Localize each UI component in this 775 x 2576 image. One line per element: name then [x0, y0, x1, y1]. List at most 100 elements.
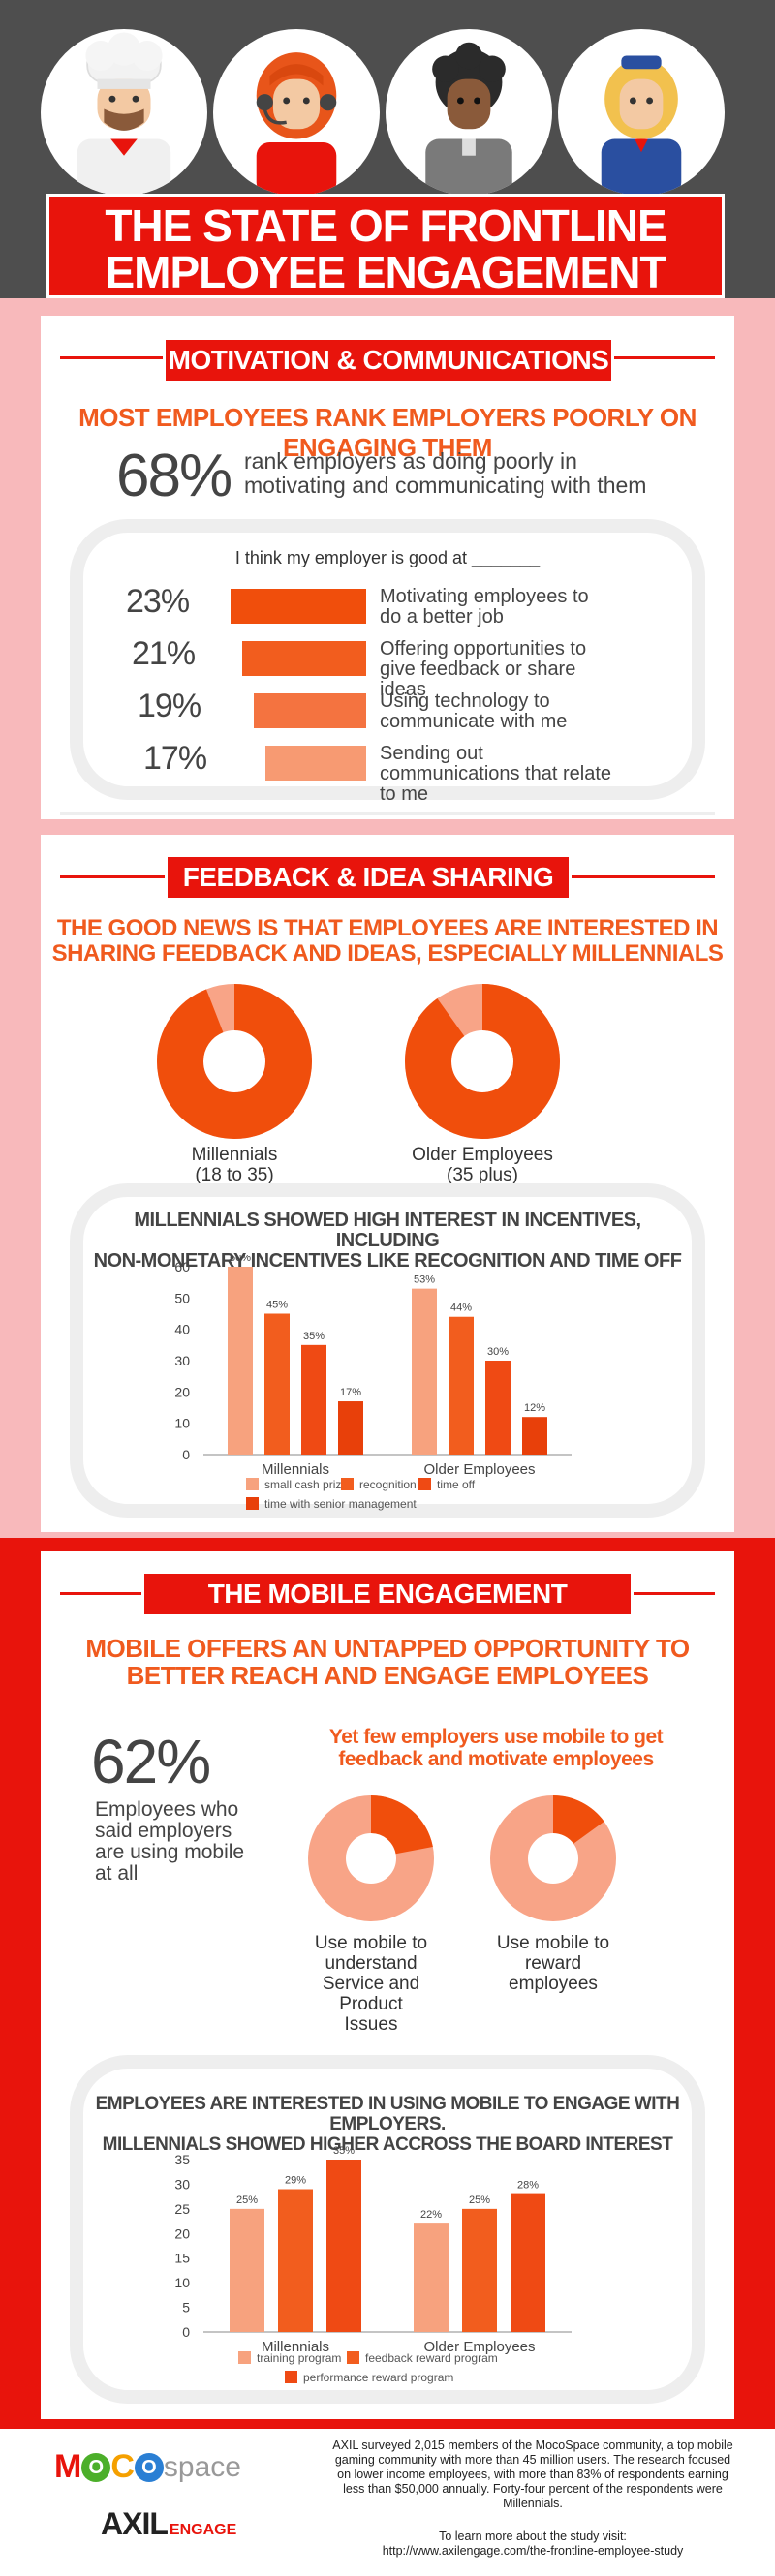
y-tick-label: 0 [182, 1447, 190, 1462]
chart-title-line-1: EMPLOYEES ARE INTERESTED IN USING MOBILE… [95, 2094, 680, 2134]
donut-caption: Older Employees (35 plus) [386, 1145, 579, 1185]
survey-panel: I think my employer is good at _______ 2… [70, 519, 705, 805]
headline-line-2: BETTER REACH AND ENGAGE EMPLOYEES [126, 1661, 649, 1690]
chart-title: EMPLOYEES ARE INTERESTED IN USING MOBILE… [83, 2094, 692, 2155]
bar [522, 1417, 547, 1455]
bar-data-label: 29% [285, 2175, 306, 2187]
footer: M O C O space AXIL ENGAGE AXIL surveyed … [0, 2429, 775, 2576]
y-tick-label: 5 [182, 2300, 190, 2315]
donut-caption: Millennials (18 to 35) [138, 1145, 331, 1185]
legend-swatch [418, 1478, 431, 1490]
survey-bar [254, 693, 366, 728]
y-tick-label: 10 [174, 2275, 190, 2290]
logo-axil: AXIL [101, 2506, 169, 2541]
bar [278, 2189, 313, 2332]
section-banner: MOTIVATION & COMMUNICATIONS [163, 337, 614, 383]
survey-prompt: I think my employer is good at _______ [234, 548, 541, 567]
chef-avatar-icon [41, 29, 207, 196]
donut-value-arc [157, 984, 312, 1139]
x-category-label: Millennials [262, 2339, 329, 2355]
bar [264, 1313, 290, 1455]
y-tick-label: 30 [174, 1353, 190, 1368]
survey-bar-label: Using technology to communicate with me [380, 690, 568, 732]
x-category-label: Older Employees [423, 2339, 535, 2355]
donut-value-arc [308, 1795, 434, 1921]
big-stat: 68% [116, 443, 232, 509]
chart-title-line-2: MILLENNIALS SHOWED HIGHER ACCROSS THE BO… [102, 2134, 673, 2155]
y-tick-label: 20 [174, 2225, 190, 2241]
y-tick-label: 50 [174, 1290, 190, 1305]
survey-bar-label: Motivating employees to do a better job [380, 586, 589, 628]
legend-label: performance reward program [303, 2371, 453, 2384]
bar [228, 1267, 253, 1455]
bar [449, 1316, 474, 1455]
bar [326, 2160, 361, 2332]
donut-value-arc [490, 1795, 616, 1921]
legend-swatch [246, 1478, 259, 1490]
mobile-usage-donut: 15% [490, 1795, 616, 1926]
y-tick-label: 25 [174, 2201, 190, 2217]
chart-title-line-1: MILLENNIALS SHOWED HIGH INTEREST IN INCE… [134, 1210, 641, 1251]
legend-label: training program [257, 2351, 341, 2365]
bar-data-label: 53% [414, 1274, 435, 1286]
section-headline: THE GOOD NEWS IS THAT EMPLOYEES ARE INTE… [41, 916, 734, 966]
bar-data-label: 35% [303, 1331, 325, 1342]
headline-line-1: MOBILE OFFERS AN UNTAPPED OPPORTUNITY TO [85, 1634, 690, 1663]
logo-letter-o1: O [81, 2452, 111, 2482]
bar-data-label: 28% [517, 2180, 539, 2192]
chart-title: MILLENNIALS SHOWED HIGH INTEREST IN INCE… [83, 1211, 692, 1272]
bar [462, 2208, 497, 2332]
headline-line-2: SHARING FEEDBACK AND IDEAS, ESPECIALLY M… [51, 940, 724, 966]
section-banner-text: MOTIVATION & COMMUNICATIONS [168, 345, 609, 375]
y-tick-label: 10 [174, 1416, 190, 1431]
bar-data-label: 30% [487, 1346, 509, 1358]
bar-data-label: 35% [333, 2145, 355, 2157]
donut-percent-label: 22% [352, 1848, 389, 1869]
banner-divider-left [60, 356, 186, 359]
x-category-label: Millennials [262, 1461, 329, 1478]
support-agent-avatar-icon [213, 29, 380, 196]
survey-bar-percent: 17% [143, 740, 207, 777]
section-banner: THE MOBILE ENGAGEMENT OPPORTUNITY [141, 1571, 634, 1649]
bar [414, 2223, 449, 2332]
section-panel: FEEDBACK & IDEA SHARING THE GOOD NEWS IS… [41, 835, 734, 1532]
section-panel: MOTIVATION & COMMUNICATIONS MOST EMPLOYE… [41, 316, 734, 819]
banner-divider-right [589, 356, 715, 359]
big-stat-text: rank employers as doing poorly in motiva… [244, 448, 647, 498]
page-title: THE STATE OF FRONTLINE EMPLOYEE ENGAGEME… [46, 194, 725, 342]
survey-bar [230, 589, 366, 624]
bar-data-label: 25% [469, 2194, 490, 2206]
survey-bar-label: Sending out communications that relate t… [380, 743, 612, 805]
interest-donut: 94% [157, 984, 312, 1144]
bar [412, 1288, 437, 1455]
survey-bar-row: 17% Sending out communications that relat… [83, 740, 692, 805]
interest-donut: 90% [405, 984, 560, 1144]
bar-data-label: 25% [236, 2194, 258, 2206]
bar-data-label: 17% [340, 1387, 361, 1398]
y-tick-label: 60 [174, 1259, 190, 1274]
chart-title-line-2: NON-MONETARY INCENTIVES LIKE RECOGNITION… [93, 1250, 682, 1272]
mobile-big-stat: 62% [91, 1727, 211, 1796]
donut-caption-line-1: Millennials [191, 1145, 278, 1165]
logo-letter-m: M [54, 2448, 82, 2485]
mocospace-logo: M O C O space [54, 2448, 241, 2486]
survey-bar-row: 21% Offering opportunities to give feedba… [83, 635, 692, 700]
y-tick-label: 15 [174, 2251, 190, 2266]
legend-label: small cash prize [264, 1478, 348, 1491]
bar-data-label: 45% [266, 1300, 288, 1311]
section-banner: FEEDBACK & IDEA SHARING [165, 854, 572, 901]
section-headline-text: MOST EMPLOYEES RANK EMPLOYERS POORLY ON … [78, 403, 697, 462]
mobile-sub-headline: Yet few employers use mobile to get feed… [328, 1726, 664, 1770]
donut-caption: Use mobile to reward employees [496, 1933, 610, 1994]
incentives-chart-panel: MILLENNIALS SHOWED HIGH INTEREST IN INCE… [70, 1183, 705, 1518]
header: THE STATE OF FRONTLINE EMPLOYEE ENGAGEME… [0, 0, 775, 342]
attendant-avatar-icon [558, 29, 725, 196]
footer-learn-more: To learn more about the study visit: [439, 2530, 627, 2543]
mobile-usage-donut: 22% [308, 1795, 434, 1926]
donut-percent-label: 15% [534, 1848, 572, 1869]
section-banner-text: FEEDBACK & IDEA SHARING [182, 862, 554, 892]
footer-url-link[interactable]: http://www.axilengage.com/the-frontline-… [382, 2544, 684, 2558]
legend-swatch [246, 1497, 259, 1510]
headline-line-1: THE GOOD NEWS IS THAT EMPLOYEES ARE INTE… [56, 915, 719, 941]
legend-swatch [285, 2371, 297, 2383]
